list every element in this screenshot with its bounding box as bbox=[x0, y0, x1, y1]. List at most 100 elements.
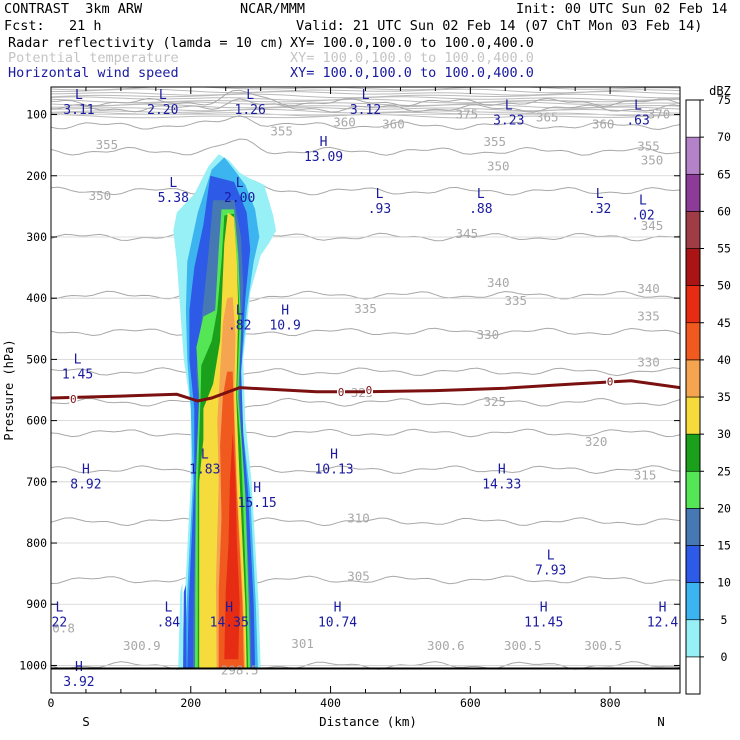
theta-label: 345 bbox=[456, 226, 479, 241]
theta-label: 325 bbox=[484, 394, 507, 409]
field-xy-potential-temperature: XY= 100.0,100.0 to 100.0,400.0 bbox=[290, 50, 534, 66]
field-label-wind-speed: Horizontal wind speed bbox=[8, 65, 179, 81]
wind-extremum-kind: L bbox=[639, 193, 647, 208]
theta-label: 330 bbox=[477, 327, 500, 342]
wind-extremum-kind: L bbox=[246, 88, 254, 103]
theta-label: 310 bbox=[347, 511, 370, 526]
theta-label: 360 bbox=[592, 116, 615, 131]
theta-label: 330 bbox=[637, 354, 660, 369]
theta-label: 315 bbox=[634, 468, 657, 483]
theta-contour-330 bbox=[51, 367, 680, 382]
x-tick-label: 600 bbox=[460, 696, 481, 710]
wind-extremum-kind: H bbox=[75, 660, 83, 675]
theta-label: 335 bbox=[504, 293, 527, 308]
theta-contour-310 bbox=[51, 517, 680, 527]
y-tick-label: 200 bbox=[26, 169, 47, 183]
y-tick-label: 800 bbox=[26, 536, 47, 550]
x-tick-label: 200 bbox=[180, 696, 201, 710]
theta-label: 355 bbox=[270, 124, 293, 139]
colorbar-label: 15 bbox=[717, 539, 731, 553]
freezing-level-label: 0 bbox=[338, 386, 345, 399]
wind-extremum-value: 3.12 bbox=[350, 103, 381, 118]
colorbar-label: 65 bbox=[717, 167, 731, 181]
init-time: Init: 00 UTC Sun 02 Feb 14 bbox=[516, 1, 728, 17]
field-xy-reflectivity: XY= 100.0,100.0 to 100.0,400.0 bbox=[290, 35, 534, 51]
wind-extremum-value: 10.13 bbox=[314, 462, 353, 477]
wind-extremum-value: .63 bbox=[626, 113, 649, 128]
colorbar-swatch bbox=[685, 359, 701, 398]
wind-extremum-kind: L bbox=[547, 548, 555, 563]
colorbar-label: 20 bbox=[717, 501, 731, 515]
colorbar-swatch bbox=[685, 285, 701, 324]
theta-label: 355 bbox=[484, 134, 507, 149]
theta-contour-375 bbox=[51, 89, 680, 107]
colorbar-swatch bbox=[685, 619, 701, 658]
colorbar-swatch bbox=[685, 322, 701, 361]
wind-extremum-kind: L bbox=[75, 88, 83, 103]
theta-label: 370 bbox=[648, 107, 671, 122]
wind-extremum-kind: H bbox=[82, 463, 90, 478]
wind-extremum-value: .02 bbox=[631, 208, 654, 223]
wind-extremum-kind: L bbox=[634, 98, 642, 113]
model-title: CONTRAST 3km ARW bbox=[4, 1, 143, 17]
theta-label: 340 bbox=[637, 281, 660, 296]
theta-contour-370 bbox=[51, 98, 680, 113]
theta-contour-355 bbox=[51, 138, 680, 156]
colorbar-swatch bbox=[685, 582, 701, 621]
wind-extremum-value: 12.4 bbox=[647, 615, 678, 630]
wind-extremum-kind: H bbox=[253, 481, 261, 496]
wind-extremum-kind: L bbox=[505, 98, 513, 113]
colorbar-swatch bbox=[685, 656, 701, 695]
wind-extremum-kind: H bbox=[334, 600, 342, 615]
reflectivity-field bbox=[173, 154, 276, 669]
colorbar: 0 5 10 15 20 25 30 35 40 45 50 55 60 65 70 75 bbox=[685, 93, 731, 695]
theta-label: 360 bbox=[333, 115, 356, 130]
field-label-reflectivity: Radar reflectivity (lamda = 10 cm) bbox=[8, 35, 285, 51]
x-tick-label: 400 bbox=[320, 696, 341, 710]
colorbar-label: 70 bbox=[717, 130, 731, 144]
freezing-level-label: 0 bbox=[366, 384, 373, 397]
field-xy-wind-speed: XY= 100.0,100.0 to 100.0,400.0 bbox=[290, 65, 534, 81]
wind-extremum-kind: H bbox=[498, 463, 506, 478]
y-tick-label: 400 bbox=[26, 291, 47, 305]
colorbar-label: 35 bbox=[717, 390, 731, 404]
colorbar-label: 25 bbox=[717, 464, 731, 478]
theta-label: 301 bbox=[291, 636, 314, 651]
theta-label: 350 bbox=[89, 188, 112, 203]
x-tick-label: 0 bbox=[48, 696, 55, 710]
theta-label: 335 bbox=[637, 309, 660, 324]
wind-extremum-value: 2.00 bbox=[224, 191, 255, 206]
wind-extremum-kind: L bbox=[201, 447, 209, 462]
reflectivity-region bbox=[178, 582, 184, 669]
reflectivity-region bbox=[224, 432, 240, 660]
colorbar-swatch bbox=[685, 433, 701, 472]
freezing-label-bg bbox=[337, 385, 346, 397]
wind-extremum-value: 7.93 bbox=[535, 563, 566, 578]
wind-extremum-value: 13.09 bbox=[304, 150, 343, 165]
y-tick-label: 100 bbox=[26, 108, 47, 122]
y-tick-label: 1000 bbox=[19, 658, 47, 672]
freezing-level-label: 0 bbox=[70, 393, 77, 406]
wind-extremum-value: 11.45 bbox=[524, 615, 563, 630]
wind-extremum-kind: L bbox=[169, 176, 177, 191]
wind-extremum-value: 3.92 bbox=[63, 675, 94, 690]
wind-extremum-value: 1.83 bbox=[189, 462, 220, 477]
freezing-level-label: 0 bbox=[607, 375, 614, 388]
forecast-hour: Fcst: 21 h bbox=[4, 18, 102, 34]
x-axis-label: Distance (km) bbox=[319, 714, 417, 729]
wind-extremum-value: .93 bbox=[368, 202, 391, 217]
theta-label: 0.8 bbox=[52, 621, 75, 636]
colorbar-label: 60 bbox=[717, 204, 731, 218]
colorbar-swatch bbox=[685, 545, 701, 583]
freezing-label-bg bbox=[364, 384, 373, 395]
colorbar-swatch bbox=[685, 173, 701, 212]
colorbar-swatch bbox=[685, 508, 701, 546]
wind-extremum-value: 8.92 bbox=[70, 478, 101, 493]
org-label: NCAR/MMM bbox=[240, 1, 306, 17]
theta-label: 305 bbox=[347, 569, 370, 584]
pressure-gridlines bbox=[51, 114, 680, 666]
wind-extremum-value: 22 bbox=[52, 615, 68, 630]
y-tick-label: 600 bbox=[26, 414, 47, 428]
